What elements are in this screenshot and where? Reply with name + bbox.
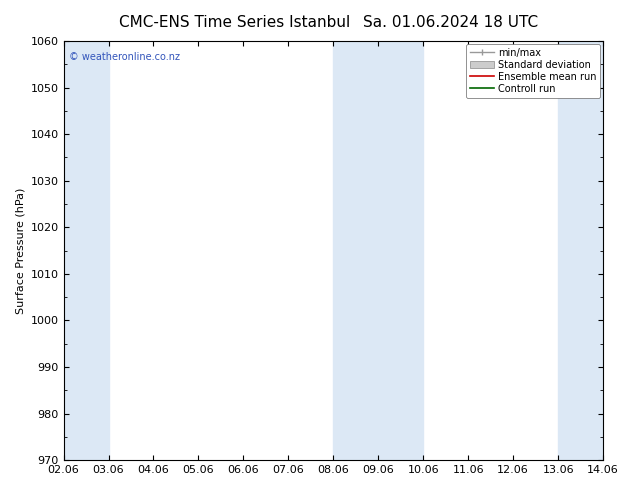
Bar — [63, 41, 108, 460]
Text: CMC-ENS Time Series Istanbul: CMC-ENS Time Series Istanbul — [119, 15, 350, 30]
Bar — [333, 41, 424, 460]
Y-axis label: Surface Pressure (hPa): Surface Pressure (hPa) — [15, 187, 25, 314]
Bar — [558, 41, 634, 460]
Text: Sa. 01.06.2024 18 UTC: Sa. 01.06.2024 18 UTC — [363, 15, 538, 30]
Legend: min/max, Standard deviation, Ensemble mean run, Controll run: min/max, Standard deviation, Ensemble me… — [466, 44, 600, 98]
Text: © weatheronline.co.nz: © weatheronline.co.nz — [69, 51, 180, 62]
